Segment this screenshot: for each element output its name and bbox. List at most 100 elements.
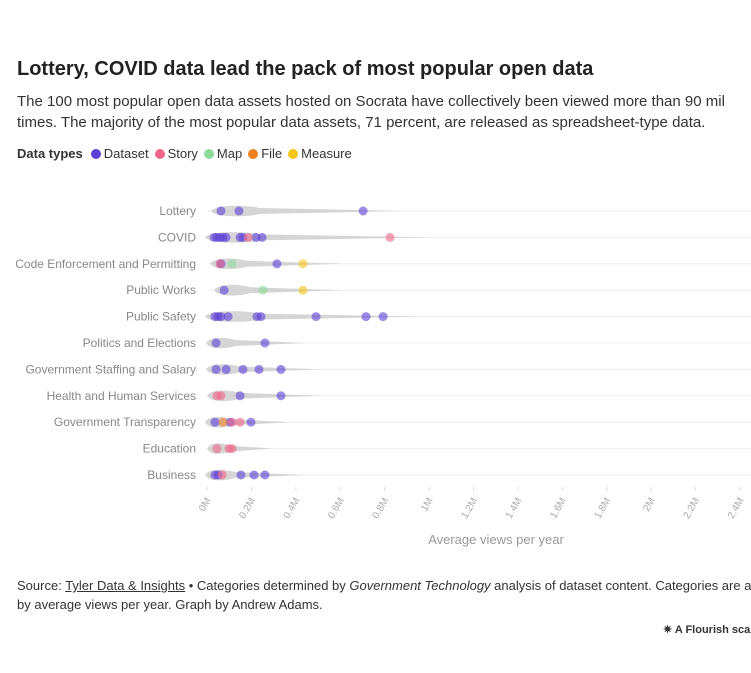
point — [211, 364, 221, 374]
source-line: Source: Tyler Data & Insights • Categori… — [17, 576, 751, 595]
point — [212, 444, 222, 454]
point — [227, 417, 237, 427]
legend-title: Data types — [17, 146, 83, 161]
subtitle: The 100 most popular open data assets ho… — [17, 91, 725, 133]
source-text: • Categories determined by — [185, 578, 350, 593]
point — [257, 232, 267, 242]
point — [258, 285, 268, 295]
point — [260, 338, 270, 348]
credit-text[interactable]: A Flourish sca — [674, 624, 751, 636]
violin — [206, 443, 273, 454]
legend-item[interactable]: Map — [203, 146, 243, 161]
point — [361, 312, 371, 322]
point — [219, 285, 229, 295]
x-tick-label: 1.6M — [548, 496, 569, 521]
subtitle-line: The 100 most popular open data assets ho… — [17, 93, 725, 110]
violin — [210, 205, 404, 217]
y-tick-label: Education — [143, 442, 196, 456]
point — [246, 417, 256, 427]
subtitle-line: times. The majority of the most popular … — [17, 114, 706, 131]
legend-item[interactable]: Story — [154, 146, 198, 161]
point — [223, 312, 233, 322]
point — [243, 232, 253, 242]
point — [210, 417, 220, 427]
point — [256, 312, 266, 322]
point — [260, 470, 270, 480]
point — [215, 259, 225, 269]
point — [235, 417, 245, 427]
point — [227, 444, 237, 454]
legend-swatch — [203, 149, 214, 159]
source-prefix: Source: — [17, 578, 66, 593]
legend-label: Map — [216, 146, 243, 161]
legend-label: Story — [167, 146, 198, 161]
point — [217, 470, 227, 480]
legend-label: Measure — [301, 146, 352, 161]
violin — [206, 337, 305, 349]
source-line: by average views per year. Graph by Andr… — [17, 597, 323, 612]
x-tick-label: 1.4M — [504, 496, 525, 521]
x-tick-label: 0.8M — [371, 496, 392, 521]
x-tick-label: 0.2M — [237, 496, 258, 521]
y-tick-label: Lottery — [159, 204, 196, 218]
y-tick-label: Politics and Elections — [83, 336, 196, 350]
point — [311, 312, 321, 322]
x-tick-label: 2M — [641, 496, 657, 514]
legend-label: Dataset — [103, 146, 149, 161]
violin — [206, 364, 321, 375]
point — [385, 232, 395, 242]
y-tick-label: Business — [147, 468, 196, 482]
point — [218, 417, 228, 427]
point — [254, 364, 264, 374]
source-italic: Government Technology — [349, 578, 491, 593]
x-tick-label: 0.4M — [282, 496, 303, 521]
x-tick-label: 1M — [419, 496, 435, 514]
legend-item[interactable]: Dataset — [90, 146, 149, 161]
point — [272, 259, 282, 269]
y-tick-label: Public Works — [126, 283, 196, 297]
y-tick-label: COVID — [158, 230, 196, 244]
source: Source: Tyler Data & Insights • Categori… — [17, 576, 751, 614]
y-tick-label: Code Enforcement and Permitting — [15, 257, 196, 271]
legend: Data types Dataset Story Map File Measure — [17, 146, 352, 161]
point — [221, 364, 231, 374]
chart: Average views per year 0M 0.2M 0.4M 0.6M 0.8… — [15, 204, 751, 547]
point — [216, 312, 226, 322]
point — [298, 259, 308, 269]
point — [216, 391, 226, 401]
source-text: analysis of dataset content. Categories … — [490, 578, 751, 593]
credit[interactable]: ✷ A Flourish sca — [663, 624, 751, 636]
x-tick-label: 1.2M — [459, 496, 480, 521]
legend-item[interactable]: File — [248, 146, 282, 161]
point — [276, 391, 286, 401]
y-tick-label: Government Staffing and Salary — [25, 362, 196, 376]
point — [221, 232, 231, 242]
y-tick-label: Public Safety — [126, 310, 196, 324]
source-link[interactable]: Tyler Data & Insights — [65, 578, 186, 593]
point — [235, 391, 245, 401]
x-axis-title: Average views per year — [428, 532, 564, 547]
x-tick-label: 0M — [197, 496, 213, 514]
legend-swatch — [248, 149, 259, 159]
point — [216, 206, 226, 216]
point — [276, 364, 286, 374]
x-tick-label: 2.2M — [682, 496, 703, 521]
legend-swatch — [90, 149, 101, 159]
x-tick-label: 2.4M — [726, 496, 747, 521]
violin — [214, 284, 343, 296]
point — [358, 206, 368, 216]
point — [238, 364, 248, 374]
point — [249, 470, 259, 480]
legend-swatch — [154, 149, 165, 159]
x-tick-label: 1.8M — [593, 496, 614, 521]
legend-item[interactable]: Measure — [288, 146, 352, 161]
point — [211, 338, 221, 348]
point — [234, 206, 244, 216]
point — [378, 312, 388, 322]
x-tick-label: 0.6M — [326, 496, 347, 521]
point — [298, 285, 308, 295]
violin — [206, 390, 321, 402]
point — [236, 470, 246, 480]
y-tick-label: Health and Human Services — [47, 389, 196, 403]
